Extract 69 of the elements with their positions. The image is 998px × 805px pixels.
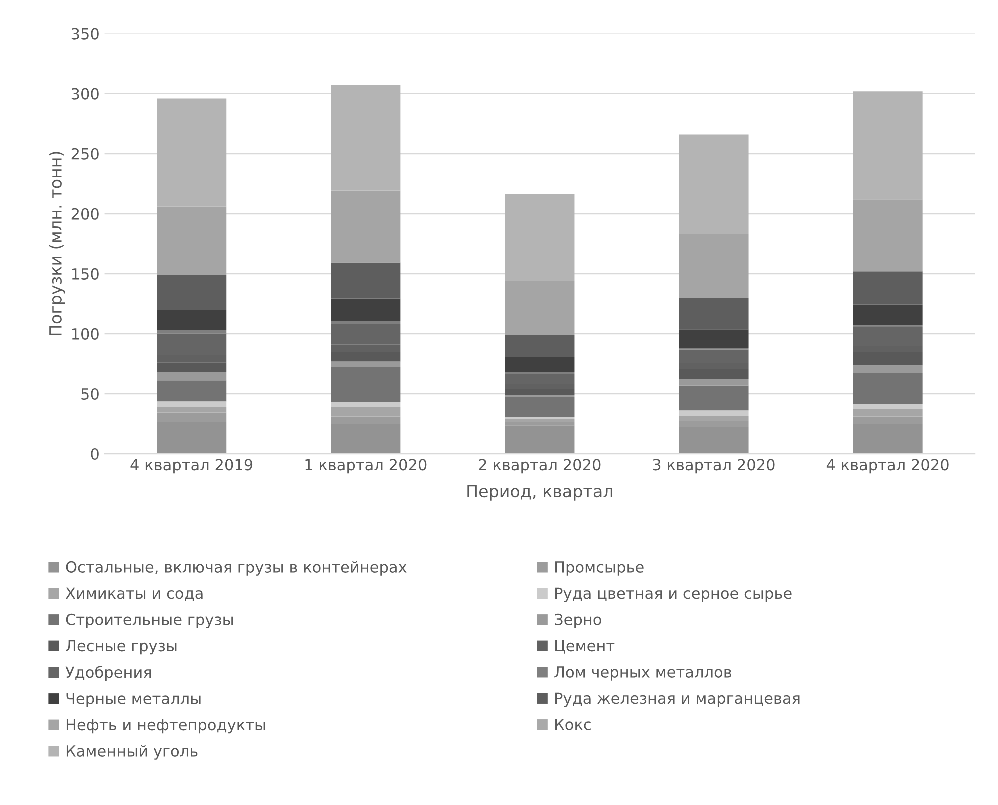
legend-label: Промсырье [556, 562, 644, 576]
bar [331, 190, 401, 263]
bar [331, 402, 401, 408]
y-tick-label: 350 [72, 28, 99, 40]
bar [853, 304, 923, 326]
legend-label: Остальные, включая грузы в контейнерах [66, 561, 407, 576]
bar [157, 98, 227, 207]
bar [331, 262, 401, 299]
y-tick-label: 100 [72, 328, 99, 340]
bar [331, 367, 401, 402]
bar [853, 272, 923, 305]
bar [157, 372, 227, 381]
bar [331, 298, 401, 322]
bar [505, 335, 575, 358]
bar [157, 402, 227, 408]
bar [157, 380, 227, 402]
bar [853, 92, 923, 200]
bar [505, 394, 575, 398]
bar [853, 404, 923, 409]
bar [853, 373, 923, 404]
bar [331, 85, 401, 191]
x-tick-label: 4 квартал 2019 [130, 459, 253, 474]
y-tick-label: 150 [72, 268, 99, 280]
legend-label: Цемент [556, 640, 615, 654]
bar [853, 366, 923, 374]
legend-label: Каменный уголь [66, 745, 198, 760]
bar [505, 357, 575, 372]
legend-label: Зерно [555, 614, 602, 628]
legend-label: Строительные грузы [66, 614, 233, 628]
x-tick-label: 4 квартал 2020 [826, 459, 949, 474]
bar [679, 410, 749, 416]
legend-label: Удобрения [66, 666, 152, 682]
bar [505, 194, 575, 282]
bar [505, 419, 575, 422]
legend-label: Нефть и нефтепродукты [66, 719, 266, 734]
bar [679, 134, 749, 234]
bar [679, 298, 749, 330]
bar [853, 200, 923, 272]
bar [157, 206, 227, 276]
legend-label: Лом черных металлов [554, 666, 732, 681]
x-axis-title: Период, квартал [468, 485, 612, 501]
bar [505, 281, 575, 336]
bar [331, 321, 401, 324]
bar [331, 362, 401, 368]
x-tick-label: 1 квартал 2020 [306, 459, 427, 474]
bar [679, 234, 749, 298]
bar [679, 378, 749, 386]
bar [157, 330, 227, 334]
x-tick-label: 2 квартал 2020 [479, 459, 601, 474]
x-tick-label: 3 квартал 2020 [653, 459, 775, 474]
y-tick-label: 300 [72, 88, 99, 100]
bar [679, 330, 749, 348]
y-tick-label: 0 [91, 448, 99, 460]
y-tick-label: 250 [72, 148, 99, 160]
legend-label: Руда железная и марганцевая [556, 692, 800, 708]
y-tick-label: 50 [82, 388, 99, 400]
legend-label: Руда цветная и серное сырье [556, 588, 792, 602]
bar [505, 397, 575, 418]
legend-label: Кокс [556, 719, 591, 730]
bar [157, 310, 227, 330]
bar [505, 426, 575, 454]
bar [679, 386, 749, 411]
bar [157, 275, 227, 310]
legend-label: Химикаты и сода [66, 588, 203, 602]
y-tick-label: 200 [72, 208, 99, 220]
bar [505, 372, 575, 375]
legend-label: Лесные грузы [66, 640, 177, 655]
y-axis-title: Погрузки (млн. тонн) [49, 152, 66, 336]
legend-label: Черные металлы [66, 693, 201, 708]
